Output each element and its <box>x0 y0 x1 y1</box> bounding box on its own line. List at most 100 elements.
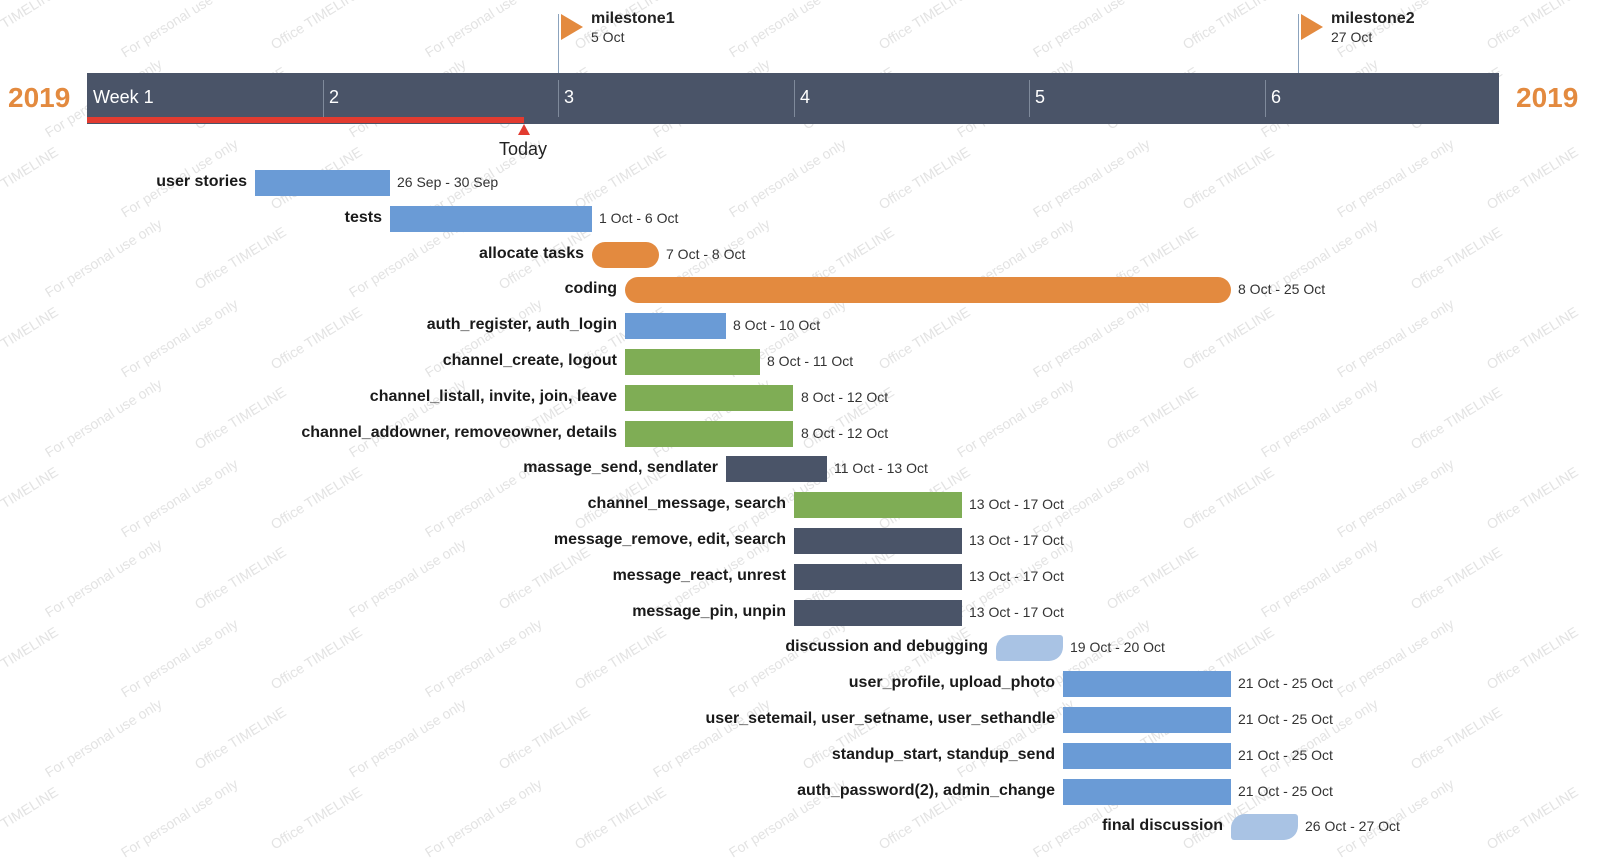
watermark-text: For personal use only <box>953 695 1077 781</box>
watermark-text: For personal use only <box>953 375 1077 461</box>
watermark-text: For personal use only <box>1029 135 1153 221</box>
task-date-range: 26 Oct - 27 Oct <box>1305 818 1400 834</box>
task-date-range: 21 Oct - 25 Oct <box>1238 783 1333 799</box>
task-bar <box>996 635 1063 661</box>
watermark-text: Office TIMELINE <box>1407 543 1505 613</box>
watermark-text: Office TIMELINE <box>1179 303 1277 373</box>
milestone-line <box>558 14 559 73</box>
today-label: Today <box>499 139 548 159</box>
task-bar <box>1063 743 1231 769</box>
watermark-text: Office TIMELINE <box>1483 463 1581 533</box>
task-date-range: 13 Oct - 17 Oct <box>969 568 1064 584</box>
task-bar <box>794 492 962 518</box>
watermark-text: Office TIMELINE <box>0 783 61 853</box>
task-bar <box>1063 707 1231 733</box>
watermark-text: For personal use only <box>41 215 165 301</box>
task-label: tests <box>344 209 382 226</box>
today-marker-icon <box>518 124 530 135</box>
task-label: channel_addowner, removeowner, details <box>301 424 617 441</box>
task-date-range: 8 Oct - 12 Oct <box>801 425 889 441</box>
task-bar <box>625 421 793 447</box>
task-label: standup_start, standup_send <box>831 746 1055 763</box>
watermark-text: Office TIMELINE <box>1407 703 1505 773</box>
task-date-range: 8 Oct - 11 Oct <box>767 353 854 369</box>
week-label: 6 <box>1271 87 1282 107</box>
milestone-flag-icon <box>1301 14 1323 40</box>
task-bar <box>794 528 962 554</box>
milestone-flag-icon <box>561 14 583 40</box>
watermark-text: Office TIMELINE <box>875 303 973 373</box>
watermark-text: For personal use only <box>421 0 545 61</box>
task-date-range: 19 Oct - 20 Oct <box>1070 639 1165 655</box>
watermark-text: Office TIMELINE <box>1103 383 1201 453</box>
watermark-text: For personal use only <box>1333 295 1457 381</box>
task-label: coding <box>564 280 617 297</box>
task-date-range: 13 Oct - 17 Oct <box>969 532 1064 548</box>
milestone-name: milestone2 <box>1331 10 1415 27</box>
watermark-text: Office TIMELINE <box>875 0 973 53</box>
watermark-text: Office TIMELINE <box>571 623 669 693</box>
task-bar <box>794 600 962 626</box>
week-label: Week 1 <box>93 87 154 107</box>
task-label: allocate tasks <box>479 245 584 262</box>
watermark-text: Office TIMELINE <box>571 143 669 213</box>
task-bar <box>1231 814 1298 840</box>
task-date-range: 21 Oct - 25 Oct <box>1238 747 1333 763</box>
week-divider <box>1029 80 1030 117</box>
watermark-text: For personal use only <box>1029 295 1153 381</box>
task-label: user stories <box>156 173 247 190</box>
watermark-text: Office TIMELINE <box>267 303 365 373</box>
milestone-date: 5 Oct <box>591 29 625 45</box>
watermark-text: Office TIMELINE <box>1483 783 1581 853</box>
week-label: 2 <box>329 87 340 107</box>
milestone-line <box>1298 14 1299 73</box>
watermark-text: For personal use only <box>41 695 165 781</box>
task-label: auth_register, auth_login <box>426 316 617 333</box>
watermark-text: Office TIMELINE <box>1483 623 1581 693</box>
watermark-text: For personal use only <box>421 775 545 861</box>
watermark-text: Office TIMELINE <box>0 623 61 693</box>
task-label: message_remove, edit, search <box>553 531 786 548</box>
task-label: message_pin, unpin <box>632 603 786 620</box>
watermark-text: For personal use only <box>1029 0 1153 61</box>
week-label: 4 <box>800 87 811 107</box>
task-date-range: 1 Oct - 6 Oct <box>599 210 679 226</box>
watermark-text: Office TIMELINE <box>571 783 669 853</box>
week-divider <box>1265 80 1266 117</box>
task-label: user_profile, upload_photo <box>848 674 1055 691</box>
week-divider <box>794 80 795 117</box>
task-label: massage_send, sendlater <box>523 459 718 476</box>
watermark-text: For personal use only <box>117 615 241 701</box>
milestone-name: milestone1 <box>591 10 675 27</box>
watermark-text: Office TIMELINE <box>1483 0 1581 53</box>
elapsed-progress-bar <box>87 117 524 123</box>
task-label: message_react, unrest <box>612 567 786 584</box>
task-label: user_setemail, user_setname, user_sethan… <box>705 710 1055 727</box>
task-label: channel_create, logout <box>442 352 617 369</box>
watermark-text: Office TIMELINE <box>495 703 593 773</box>
watermark-text: For personal use only <box>117 0 241 61</box>
watermark-text: For personal use only <box>1257 535 1381 621</box>
task-bar <box>255 170 390 196</box>
watermark-text: Office TIMELINE <box>1179 463 1277 533</box>
task-date-range: 21 Oct - 25 Oct <box>1238 711 1333 727</box>
week-divider <box>323 80 324 117</box>
watermark-text: Office TIMELINE <box>267 0 365 53</box>
watermark-text: Office TIMELINE <box>495 543 593 613</box>
watermark-text: For personal use only <box>1333 455 1457 541</box>
watermark-text: For personal use only <box>345 695 469 781</box>
task-date-range: 26 Sep - 30 Sep <box>397 174 499 190</box>
watermark-text: Office TIMELINE <box>191 383 289 453</box>
watermark-text: For personal use only <box>117 775 241 861</box>
task-bar <box>625 277 1231 303</box>
task-label: channel_message, search <box>587 495 786 512</box>
week-label: 5 <box>1035 87 1046 107</box>
watermark-text: Office TIMELINE <box>1407 223 1505 293</box>
year-right-label: 2019 <box>1516 82 1579 113</box>
watermark-text: Office TIMELINE <box>1179 0 1277 53</box>
task-bar <box>794 564 962 590</box>
watermark-text: For personal use only <box>41 535 165 621</box>
watermark-text: Office TIMELINE <box>0 303 61 373</box>
week-divider <box>558 80 559 117</box>
